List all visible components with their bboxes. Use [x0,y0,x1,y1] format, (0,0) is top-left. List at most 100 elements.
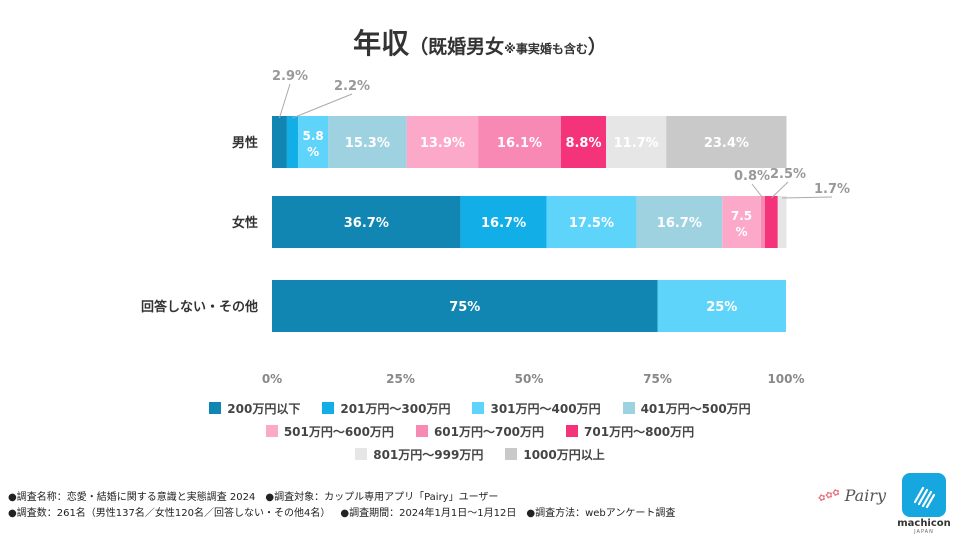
legend-label: 801万円～999万円 [373,447,484,462]
data-label: 13.9% [420,136,465,151]
chart-title-note: ※事実婚も含む [504,42,588,56]
footer-survey-count: ●調査数：261名（男性137名／女性120名／回答しない・その他4名） [8,508,331,519]
legend-label: 201万円～300万円 [340,401,451,416]
legend: 200万円以下 201万円～300万円 301万円～400万円 401万円～500万円… [0,400,960,469]
bar-segment [406,116,479,168]
legend-label: 301万円～400万円 [490,401,601,416]
bar-segment [636,196,723,248]
x-tick-label: 25% [386,372,415,386]
callout-line [278,83,291,119]
data-label: 75% [449,300,480,315]
bar-segment [657,280,786,332]
chart-title-sub: （既婚男女 [409,36,505,58]
bar-segment [272,116,287,168]
data-label: 0.8% [734,169,770,184]
chart-title-close: ） [587,36,607,58]
machicon-mark-icon [902,473,946,517]
data-label: 8.8% [565,136,601,151]
callout-line [292,93,353,119]
bar-segment [546,196,637,248]
bar-segment [764,196,778,248]
legend-item: 301万円～400万円 [472,400,601,416]
callout-line [782,196,833,199]
data-label: 23.4% [704,136,749,151]
footer-survey-method: ●調査方法：webアンケート調査 [526,508,676,519]
bar-segment [460,196,547,248]
data-label: 5.8 [302,129,323,143]
bar-segment [560,116,607,168]
data-label: 2.5% [770,167,806,182]
data-label: 2.2% [334,79,370,94]
pairy-logo: ✿✿✿ Pairy [817,486,887,505]
legend-item: 401万円～500万円 [622,400,751,416]
legend-item: 201万円～300万円 [322,400,450,416]
data-label-unit: % [736,225,748,239]
data-label: 15.3% [345,136,390,151]
machicon-logo: machicon JAPAN [896,473,952,535]
data-label: 16.7% [657,216,702,231]
data-label: 1.7% [814,182,850,197]
callout-line [751,183,764,199]
bar-segment [606,116,667,168]
legend-row: 501万円～600万円 601万円～700万円 701万円～800万円 [0,423,960,439]
legend-item: 801万円～999万円 [355,446,483,462]
data-label-unit: % [307,145,319,159]
legend-swatch [322,402,335,414]
data-label: 36.7% [344,216,389,231]
bar-segment [272,280,658,332]
legend-swatch [209,402,222,414]
legend-swatch [265,425,278,437]
machicon-logo-text: machicon [897,518,951,529]
legend-swatch [472,402,485,414]
data-label: 2.9% [272,69,308,84]
legend-item: 1000万円以上 [505,446,605,462]
footer: ●調査名称：恋愛・結婚に関する意識と実態調査 2024 ●調査対象：カップル専用ア… [8,490,675,522]
data-label: 17.5% [569,216,614,231]
legend-label: 601万円～700万円 [433,424,545,439]
bar-segment [760,196,765,248]
data-label: 11.7% [614,136,659,151]
bar-segment [286,116,299,168]
x-tick-label: 0% [262,372,282,386]
bar-segment [722,196,761,248]
legend-row: 801万円～999万円 1000万円以上 [0,446,960,462]
data-label: 16.7% [481,216,526,231]
legend-item: 200万円以下 [209,400,300,416]
legend-swatch [505,448,518,460]
legend-swatch [415,425,428,437]
machicon-logo-sub: JAPAN [914,529,934,535]
category-label: 男性 [232,135,258,151]
legend-swatch [566,425,579,437]
legend-row: 200万円以下 201万円～300万円 301万円～400万円 401万円～500万円 [0,400,960,416]
legend-label: 1000万円以上 [523,447,605,462]
bar-segment [777,196,787,248]
data-label: 7.5 [731,209,752,223]
bar-segment [298,116,329,168]
x-tick-label: 100% [767,372,804,386]
legend-label: 501万円～600万円 [283,424,394,439]
data-label: 16.1% [497,136,542,151]
legend-item: 701万円～800万円 [566,423,694,439]
legend-swatch [622,402,635,414]
bar-segment [666,116,787,168]
footer-survey-name: ●調査名称：恋愛・結婚に関する意識と実態調査 2024 [8,492,256,503]
callout-line [771,181,789,199]
legend-label: 401万円～500万円 [640,401,751,416]
chart-title-main: 年収 [353,27,410,60]
pairy-logo-text: Pairy [844,486,887,505]
legend-item: 501万円～600万円 [265,423,394,439]
chart-title: 年収（既婚男女※事実婚も含む） [0,22,960,62]
x-tick-label: 50% [515,372,544,386]
legend-swatch [355,448,368,460]
data-label: 25% [706,300,737,315]
category-label: 回答しない・その他 [141,299,258,315]
bar-segment [272,196,461,248]
footer-survey-period: ●調査期間：2024年1月1日～1月12日 [340,508,517,519]
x-tick-label: 75% [643,372,672,386]
category-label: 女性 [232,215,258,231]
bar-segment [328,116,407,168]
bar-segment [478,116,561,168]
legend-item: 601万円～700万円 [415,423,545,439]
legend-label: 701万円～800万円 [584,424,695,439]
